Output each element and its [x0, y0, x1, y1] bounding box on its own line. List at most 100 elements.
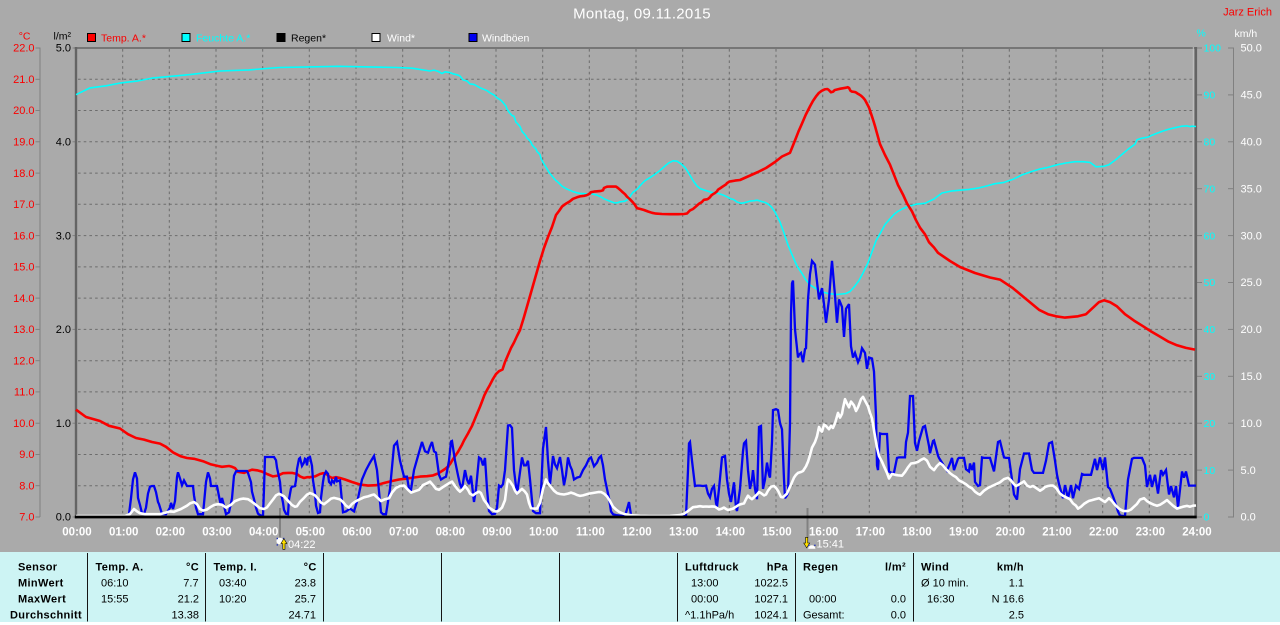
svg-text:10: 10 — [1204, 465, 1216, 477]
svg-text:18:00: 18:00 — [902, 527, 931, 539]
svg-text:06:10: 06:10 — [101, 578, 129, 590]
svg-text:00:00: 00:00 — [62, 527, 91, 539]
svg-text:1027.1: 1027.1 — [754, 594, 788, 606]
svg-text:30.0: 30.0 — [1241, 230, 1262, 242]
svg-text:4.0: 4.0 — [56, 137, 71, 149]
svg-text:km/h: km/h — [997, 562, 1024, 574]
svg-text:1.1: 1.1 — [1009, 578, 1024, 590]
svg-text:16:30: 16:30 — [927, 594, 955, 606]
svg-text:Sensor: Sensor — [18, 562, 58, 574]
svg-text:7.0: 7.0 — [19, 512, 34, 524]
svg-text:20: 20 — [1204, 418, 1216, 430]
svg-text:40: 40 — [1204, 324, 1216, 336]
svg-text:35.0: 35.0 — [1241, 183, 1262, 195]
svg-text:10.0: 10.0 — [13, 418, 34, 430]
svg-text:04:00: 04:00 — [249, 527, 278, 539]
svg-text:0.0: 0.0 — [1241, 512, 1256, 524]
svg-text:MaxWert: MaxWert — [18, 594, 66, 606]
svg-text:30: 30 — [1204, 371, 1216, 383]
svg-text:hPa: hPa — [767, 562, 789, 574]
svg-text:16.0: 16.0 — [13, 230, 34, 242]
svg-text:20.0: 20.0 — [13, 105, 34, 117]
svg-text:15.0: 15.0 — [1241, 371, 1262, 383]
svg-text:13.38: 13.38 — [171, 609, 199, 621]
svg-text:Temp. A.: Temp. A. — [96, 562, 144, 574]
svg-text:0.0: 0.0 — [891, 609, 906, 621]
svg-text:25.0: 25.0 — [1241, 277, 1262, 289]
svg-text:20:00: 20:00 — [996, 527, 1025, 539]
svg-text:%: % — [1197, 28, 1206, 40]
svg-text:13.0: 13.0 — [13, 324, 34, 336]
svg-text:14.0: 14.0 — [13, 293, 34, 305]
svg-text:24:00: 24:00 — [1182, 527, 1211, 539]
svg-text:5.0: 5.0 — [56, 43, 71, 55]
svg-text:5.0: 5.0 — [1241, 465, 1256, 477]
svg-text:03:40: 03:40 — [219, 578, 247, 590]
svg-text:7.7: 7.7 — [183, 578, 198, 590]
svg-text:13:00: 13:00 — [669, 527, 698, 539]
svg-text:Wind: Wind — [921, 562, 949, 574]
svg-text:°C: °C — [19, 31, 31, 43]
svg-text:0.0: 0.0 — [56, 512, 71, 524]
svg-text:11:00: 11:00 — [576, 527, 605, 539]
svg-text:50.0: 50.0 — [1241, 43, 1262, 55]
svg-text:17:00: 17:00 — [856, 527, 885, 539]
svg-text:09:00: 09:00 — [482, 527, 511, 539]
svg-text:15.0: 15.0 — [13, 262, 34, 274]
svg-text:°C: °C — [304, 562, 317, 574]
svg-text:18.0: 18.0 — [13, 168, 34, 180]
svg-text:Wind*: Wind* — [387, 33, 415, 45]
svg-text:08:00: 08:00 — [436, 527, 465, 539]
svg-text:23:00: 23:00 — [1136, 527, 1165, 539]
svg-text:22.0: 22.0 — [13, 43, 34, 55]
svg-text:03:00: 03:00 — [202, 527, 231, 539]
svg-text:Durchschnitt: Durchschnitt — [10, 609, 82, 621]
svg-text:Ø 10 min.: Ø 10 min. — [921, 578, 969, 590]
svg-text:8.0: 8.0 — [19, 480, 34, 492]
svg-text:1.0: 1.0 — [56, 418, 71, 430]
svg-text:Windböen: Windböen — [482, 33, 529, 45]
svg-text:11.0: 11.0 — [14, 387, 35, 399]
svg-text:Gesamt:: Gesamt: — [803, 609, 845, 621]
svg-text:14:00: 14:00 — [716, 527, 745, 539]
svg-text:25.7: 25.7 — [295, 594, 316, 606]
svg-text:2.5: 2.5 — [1009, 609, 1024, 621]
svg-text:Temp. I.: Temp. I. — [214, 562, 258, 574]
svg-text:Montag, 09.11.2015: Montag, 09.11.2015 — [573, 6, 711, 23]
svg-text:60: 60 — [1204, 230, 1216, 242]
svg-text:00:00: 00:00 — [691, 594, 719, 606]
svg-text:15:00: 15:00 — [762, 527, 791, 539]
svg-text:Feuchte A.*: Feuchte A.* — [196, 33, 250, 45]
svg-text:06:00: 06:00 — [342, 527, 371, 539]
svg-text:15:41: 15:41 — [817, 539, 845, 551]
svg-text:Regen: Regen — [803, 562, 838, 574]
svg-text:15:55: 15:55 — [101, 594, 129, 606]
svg-text:12.0: 12.0 — [13, 355, 34, 367]
svg-text:0: 0 — [1204, 512, 1210, 524]
svg-text:km/h: km/h — [1235, 28, 1258, 40]
svg-text:N 16.6: N 16.6 — [992, 594, 1024, 606]
svg-text:13:00: 13:00 — [691, 578, 719, 590]
svg-text:04:22: 04:22 — [288, 539, 316, 551]
svg-text:0.0: 0.0 — [891, 594, 906, 606]
svg-text:Temp. A.*: Temp. A.* — [101, 33, 146, 45]
svg-text:10:00: 10:00 — [529, 527, 558, 539]
svg-text:21.0: 21.0 — [13, 74, 34, 86]
svg-text:1024.1: 1024.1 — [754, 609, 788, 621]
svg-text:00:00: 00:00 — [809, 594, 837, 606]
svg-text:3.0: 3.0 — [56, 230, 71, 242]
svg-text:50: 50 — [1204, 277, 1216, 289]
svg-text:1022.5: 1022.5 — [754, 578, 788, 590]
svg-text:10:20: 10:20 — [219, 594, 247, 606]
svg-text:05:00: 05:00 — [296, 527, 325, 539]
svg-text:19:00: 19:00 — [949, 527, 978, 539]
svg-text:23.8: 23.8 — [295, 578, 316, 590]
svg-text:20.0: 20.0 — [1241, 324, 1262, 336]
svg-text:90: 90 — [1204, 90, 1216, 102]
svg-text:01:00: 01:00 — [109, 527, 138, 539]
svg-text:9.0: 9.0 — [19, 449, 34, 461]
svg-text:100: 100 — [1204, 43, 1222, 55]
svg-text:MinWert: MinWert — [18, 578, 64, 590]
svg-text:40.0: 40.0 — [1241, 137, 1262, 149]
svg-text:l/m²: l/m² — [54, 31, 72, 43]
